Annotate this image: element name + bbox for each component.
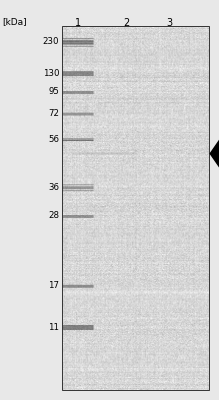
Text: 72: 72 (48, 110, 59, 118)
Text: 36: 36 (48, 184, 59, 192)
Text: 11: 11 (48, 324, 59, 332)
Text: 1: 1 (75, 18, 81, 28)
Text: 3: 3 (167, 18, 173, 28)
Text: 230: 230 (43, 38, 59, 46)
Text: 130: 130 (43, 70, 59, 78)
Text: 2: 2 (123, 18, 129, 28)
Bar (62, 26, 209, 390)
Text: [kDa]: [kDa] (2, 17, 27, 26)
Text: 28: 28 (48, 212, 59, 220)
Text: 95: 95 (48, 88, 59, 96)
Text: 17: 17 (48, 282, 59, 290)
Polygon shape (210, 138, 219, 169)
Text: 56: 56 (48, 136, 59, 144)
